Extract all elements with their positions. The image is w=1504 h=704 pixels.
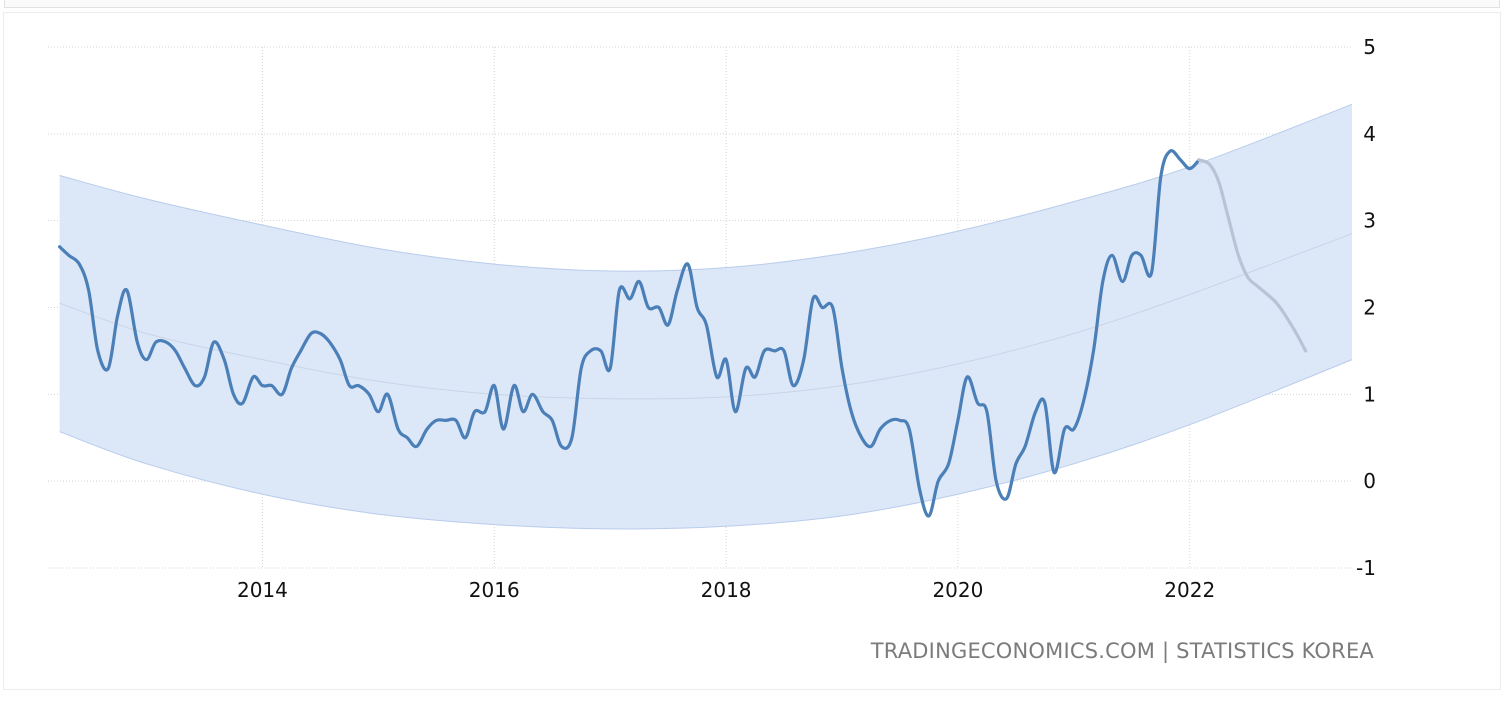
source-provider[interactable]: STATISTICS KOREA bbox=[1176, 639, 1374, 663]
y-tick-label: 0 bbox=[1363, 469, 1376, 493]
confidence-band bbox=[59, 103, 1353, 530]
y-tick-label: -1 bbox=[1356, 556, 1376, 580]
history-series-line bbox=[58, 149, 1201, 518]
y-tick-label: 5 bbox=[1363, 35, 1376, 59]
source-separator: | bbox=[1161, 639, 1170, 663]
forecast-series-line bbox=[1197, 158, 1308, 353]
top-strip bbox=[4, 0, 1500, 8]
y-tick-label: 2 bbox=[1363, 296, 1376, 320]
x-tick-label: 2018 bbox=[701, 578, 752, 602]
source-site[interactable]: TRADINGECONOMICS.COM bbox=[870, 639, 1156, 663]
x-tick-label: 2016 bbox=[469, 578, 520, 602]
chart-frame bbox=[3, 12, 1501, 690]
x-tick-label: 2022 bbox=[1164, 578, 1215, 602]
source-caption: TRADINGECONOMICS.COM | STATISTICS KOREA bbox=[871, 639, 1374, 663]
band-area bbox=[59, 104, 1353, 529]
band-upper-edge bbox=[59, 103, 1353, 272]
y-tick-label: 3 bbox=[1363, 209, 1376, 233]
trend-line bbox=[59, 233, 1353, 400]
series-lines bbox=[58, 149, 1308, 518]
x-tick-label: 2014 bbox=[237, 578, 288, 602]
x-tick-label: 2020 bbox=[932, 578, 983, 602]
band-lower-edge bbox=[59, 359, 1353, 530]
y-axis-ticks: 5 4 3 2 1 0 -1 bbox=[1356, 35, 1376, 580]
x-axis-ticks: 2014 2016 2018 2020 2022 bbox=[237, 578, 1215, 602]
y-tick-label: 4 bbox=[1363, 122, 1376, 146]
y-tick-label: 1 bbox=[1363, 382, 1376, 406]
